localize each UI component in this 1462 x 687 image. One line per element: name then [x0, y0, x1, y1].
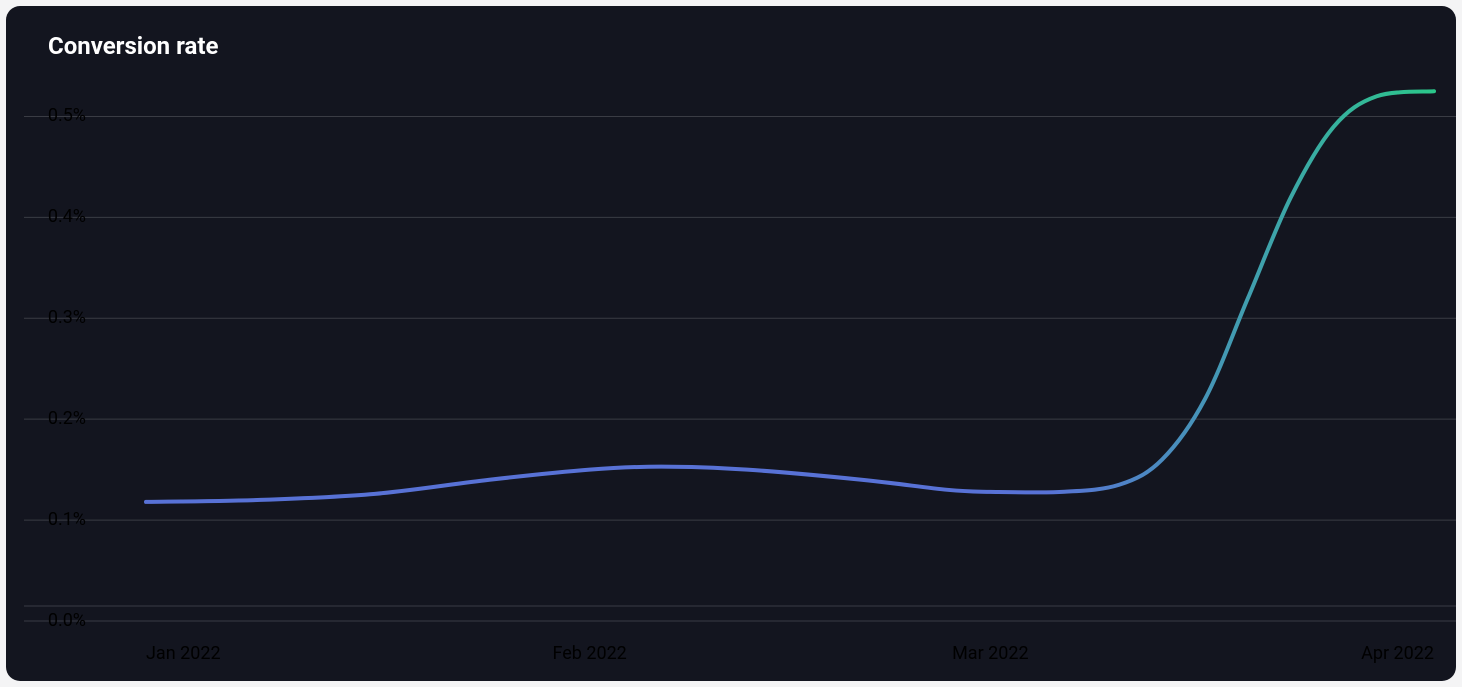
y-axis-tick-label: 0.2%	[48, 408, 86, 429]
x-axis-tick-label: Apr 2022	[1361, 643, 1434, 664]
x-axis-tick-label: Jan 2022	[146, 643, 221, 664]
y-axis-tick-label: 0.4%	[48, 206, 86, 227]
x-axis-tick-label: Feb 2022	[552, 643, 626, 664]
chart-title: Conversion rate	[48, 32, 218, 60]
y-axis-tick-label: 0.5%	[48, 105, 86, 126]
series-line-conversion-rate	[146, 91, 1434, 502]
y-axis-tick-label: 0.0%	[48, 610, 86, 631]
line-chart: 0.0% 0.1% 0.2% 0.3% 0.4% 0.5% Jan 2022 Feb 2022…	[6, 6, 1456, 681]
chart-card: Conversion rate 0.0% 0.1% 0.2% 0.3% 0.4% 0.5%…	[6, 6, 1456, 681]
x-axis-tick-label: Mar 2022	[952, 643, 1029, 664]
y-axis-tick-label: 0.3%	[48, 307, 86, 328]
y-axis-tick-label: 0.1%	[48, 509, 86, 530]
